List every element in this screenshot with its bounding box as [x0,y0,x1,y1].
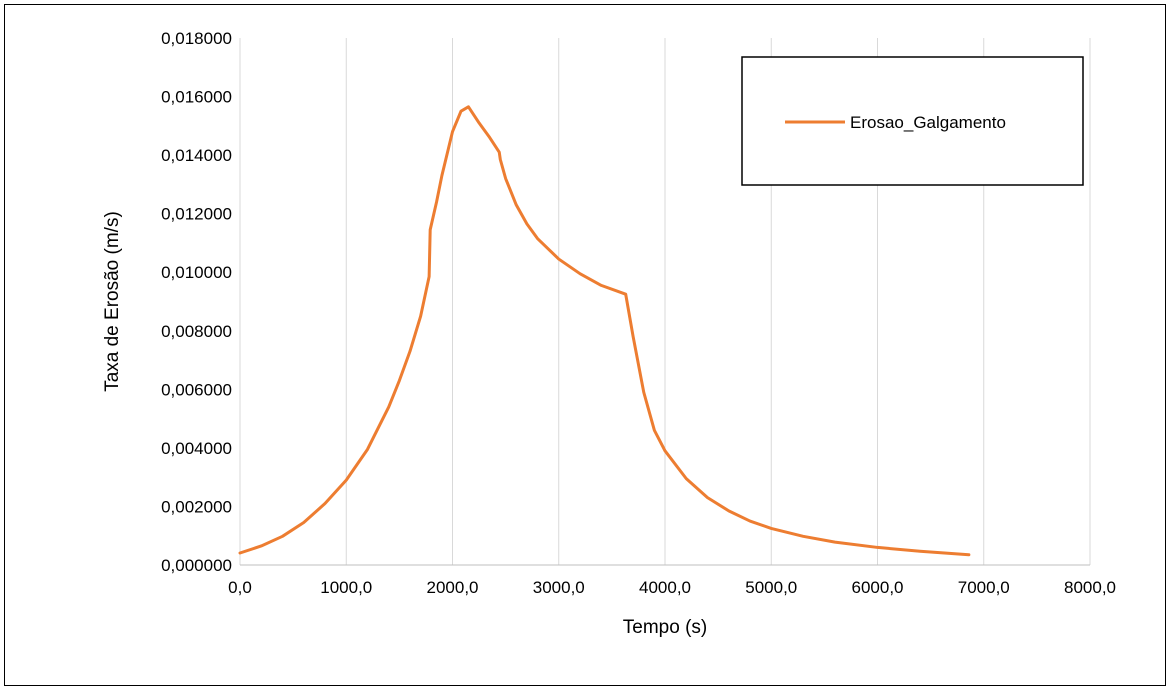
x-tick-label: 5000,0 [745,578,797,597]
y-tick-label: 0,018000 [161,29,232,48]
x-tick-label: 3000,0 [533,578,585,597]
x-tick-label: 4000,0 [639,578,691,597]
y-tick-label: 0,004000 [161,439,232,458]
legend-label-erosao-galgamento: Erosao_Galgamento [850,113,1006,132]
y-tick-label: 0,010000 [161,263,232,282]
x-tick-label: 8000,0 [1064,578,1116,597]
y-tick-label: 0,016000 [161,88,232,107]
y-tick-label: 0,008000 [161,322,232,341]
y-axis-title: Taxa de Erosão (m/s) [102,211,123,392]
x-axis-title: Tempo (s) [623,617,707,638]
y-tick-label: 0,012000 [161,205,232,224]
legend: Erosao_Galgamento [741,56,1084,186]
x-tick-label: 0,0 [228,578,252,597]
grid-lines [239,38,1091,565]
x-tick-label: 1000,0 [320,578,372,597]
series-group [238,105,971,557]
y-tick-label: 0,000000 [161,556,232,575]
y-tick-label: 0,014000 [161,146,232,165]
x-tick-label: 7000,0 [958,578,1010,597]
y-tick-labels: 0,000000 0,002000 0,004000 0,006000 0,008000… [161,29,232,575]
x-tick-labels: 0,0 1000,0 2000,0 3000,0 4000,0 5000,0 6000,0 7… [228,578,1116,597]
y-tick-label: 0,002000 [161,497,232,516]
series-line-erosao-galgamento [238,105,971,557]
x-tick-label: 2000,0 [427,578,479,597]
y-tick-label: 0,006000 [161,380,232,399]
x-tick-label: 6000,0 [852,578,904,597]
